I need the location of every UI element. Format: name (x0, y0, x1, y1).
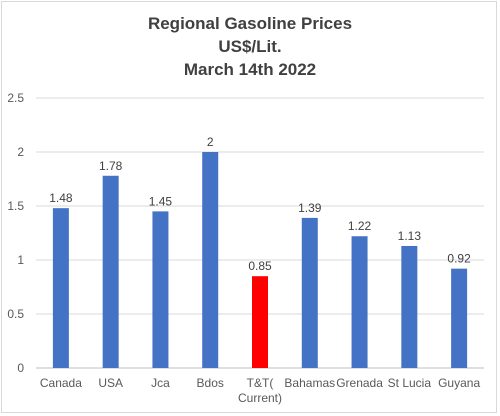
x-tick-label: Jca (151, 376, 170, 390)
x-tick-label: Bahamas (284, 376, 335, 390)
y-tick-label: 2.5 (7, 91, 24, 105)
data-label: 1.48 (49, 191, 73, 205)
x-tick-label: Canada (40, 376, 82, 390)
data-label: 0.85 (248, 259, 272, 273)
x-tick-label: Current) (238, 391, 282, 405)
chart-title: Regional Gasoline Prices US$/Lit. March … (0, 12, 500, 81)
chart-title-line-3: March 14th 2022 (183, 60, 317, 79)
data-label: 1.39 (298, 201, 322, 215)
bar (102, 175, 119, 368)
bar (252, 276, 268, 368)
x-tick-label: T&T( (247, 376, 274, 390)
bar (202, 152, 219, 368)
bar (52, 208, 69, 368)
y-tick-label: 1.5 (7, 199, 24, 213)
bar (152, 211, 169, 368)
x-tick-label: Bdos (197, 376, 224, 390)
bar (401, 245, 418, 368)
y-tick-label: 2 (17, 145, 24, 159)
y-tick-label: 1 (17, 253, 24, 267)
data-label: 1.13 (398, 229, 422, 243)
bar (301, 217, 318, 368)
y-tick-label: 0 (17, 361, 24, 375)
data-label: 2 (207, 135, 214, 149)
chart-title-line-1: Regional Gasoline Prices (147, 14, 353, 33)
data-label: 1.22 (348, 219, 372, 233)
x-tick-label: USA (98, 376, 123, 390)
x-tick-label: Grenada (336, 376, 383, 390)
bar (451, 268, 468, 368)
x-tick-label: St Lucia (388, 376, 432, 390)
bar (351, 236, 368, 368)
data-label: 1.45 (149, 194, 173, 208)
data-label: 1.78 (99, 159, 123, 173)
chart-title-line-2: US$/Lit. (218, 37, 282, 56)
data-label: 0.92 (447, 252, 471, 266)
x-tick-label: Guyana (438, 376, 480, 390)
y-tick-label: 0.5 (7, 307, 24, 321)
